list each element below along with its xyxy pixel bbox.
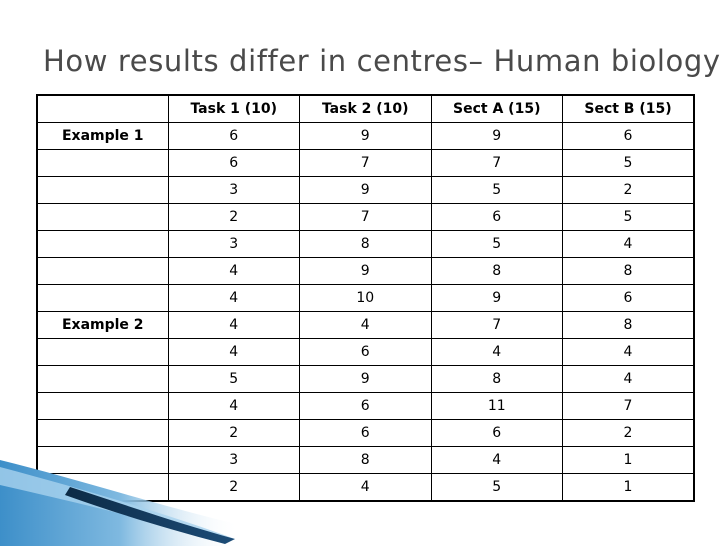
table-row: 4 10 9 6 bbox=[37, 285, 694, 312]
row-label bbox=[37, 150, 168, 177]
row-label: Example 1 bbox=[37, 123, 168, 150]
table-cell: 2 bbox=[168, 204, 300, 231]
table-cell: 6 bbox=[431, 204, 563, 231]
decorative-swoosh bbox=[0, 455, 728, 546]
table-cell: 9 bbox=[300, 366, 432, 393]
table-cell: 7 bbox=[431, 150, 563, 177]
table-cell: 8 bbox=[563, 258, 695, 285]
table-cell: 5 bbox=[168, 366, 300, 393]
row-label bbox=[37, 177, 168, 204]
table-cell: 9 bbox=[300, 177, 432, 204]
table-cell: 9 bbox=[431, 285, 563, 312]
table-cell: 8 bbox=[431, 258, 563, 285]
table-cell: 4 bbox=[168, 393, 300, 420]
table-cell: 2 bbox=[563, 420, 695, 447]
row-label bbox=[37, 339, 168, 366]
table-cell: 2 bbox=[168, 420, 300, 447]
table-cell: 9 bbox=[431, 123, 563, 150]
table-cell: 6 bbox=[431, 420, 563, 447]
table-header-row: Task 1 (10) Task 2 (10) Sect A (15) Sect… bbox=[37, 95, 694, 123]
table-cell: 4 bbox=[563, 231, 695, 258]
table-cell: 7 bbox=[563, 393, 695, 420]
table-cell: 3 bbox=[168, 177, 300, 204]
table-cell: 5 bbox=[431, 177, 563, 204]
header-task1: Task 1 (10) bbox=[168, 95, 300, 123]
table-body: Example 1 6 9 9 6 6 7 7 5 3 9 5 2 2 7 6 5 3 8 5 4 4 9 8 8 4 10 9 6 Ex… bbox=[37, 123, 694, 502]
table-cell: 4 bbox=[563, 366, 695, 393]
table-cell: 6 bbox=[168, 123, 300, 150]
row-label bbox=[37, 258, 168, 285]
row-label bbox=[37, 285, 168, 312]
table-cell: 3 bbox=[168, 231, 300, 258]
header-empty bbox=[37, 95, 168, 123]
table-cell: 9 bbox=[300, 258, 432, 285]
row-label: Example 2 bbox=[37, 312, 168, 339]
table-cell: 4 bbox=[431, 339, 563, 366]
header-sect-a: Sect A (15) bbox=[431, 95, 563, 123]
table-cell: 6 bbox=[300, 393, 432, 420]
table-cell: 4 bbox=[168, 258, 300, 285]
table-cell: 9 bbox=[300, 123, 432, 150]
table-cell: 11 bbox=[431, 393, 563, 420]
table-cell: 7 bbox=[431, 312, 563, 339]
table-cell: 7 bbox=[300, 204, 432, 231]
table-cell: 4 bbox=[168, 339, 300, 366]
table-cell: 4 bbox=[563, 339, 695, 366]
table-cell: 5 bbox=[431, 231, 563, 258]
table-cell: 4 bbox=[300, 312, 432, 339]
table-cell: 2 bbox=[563, 177, 695, 204]
table-cell: 10 bbox=[300, 285, 432, 312]
table-cell: 8 bbox=[563, 312, 695, 339]
table-row: 4 6 11 7 bbox=[37, 393, 694, 420]
row-label bbox=[37, 393, 168, 420]
row-label bbox=[37, 231, 168, 258]
results-table: Task 1 (10) Task 2 (10) Sect A (15) Sect… bbox=[36, 94, 695, 502]
table-cell: 8 bbox=[300, 231, 432, 258]
table-cell: 6 bbox=[300, 339, 432, 366]
slide-title: How results differ in centres– Human bio… bbox=[43, 44, 721, 78]
header-sect-b: Sect B (15) bbox=[563, 95, 695, 123]
row-label bbox=[37, 204, 168, 231]
table-cell: 6 bbox=[563, 123, 695, 150]
row-label bbox=[37, 366, 168, 393]
header-task2: Task 2 (10) bbox=[300, 95, 432, 123]
table-cell: 4 bbox=[168, 312, 300, 339]
table-cell: 5 bbox=[563, 150, 695, 177]
table-cell: 8 bbox=[431, 366, 563, 393]
table-cell: 5 bbox=[563, 204, 695, 231]
table-cell: 6 bbox=[563, 285, 695, 312]
table-cell: 6 bbox=[300, 420, 432, 447]
table-cell: 7 bbox=[300, 150, 432, 177]
row-label bbox=[37, 420, 168, 447]
table-cell: 6 bbox=[168, 150, 300, 177]
table-cell: 4 bbox=[168, 285, 300, 312]
